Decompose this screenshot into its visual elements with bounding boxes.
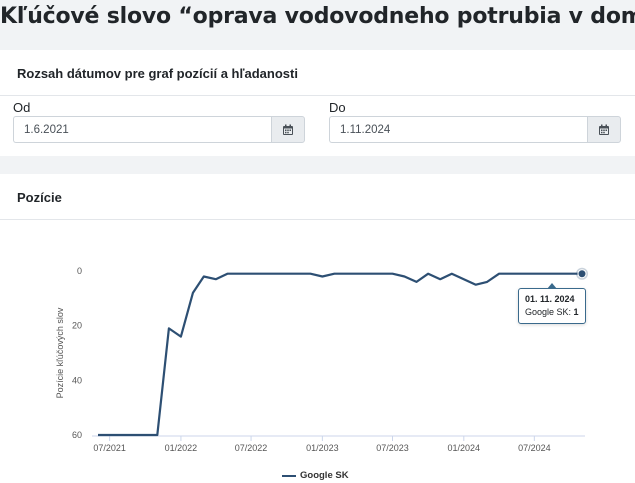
from-date-group [13,116,305,143]
series-line-google-sk [98,272,582,437]
to-calendar-button[interactable] [587,116,621,143]
y-axis-title: Pozície kľúčových slov [55,307,65,398]
x-tick-label: 07/2022 [235,443,268,453]
calendar-icon [283,124,293,135]
x-tick-label: 07/2023 [376,443,409,453]
positions-chart: 0 20 40 60 07/2021 01/2022 07/2022 01/2023 07/20… [55,266,588,453]
positions-card: Pozície 0 20 40 60 07/2021 01/2022 07/2022 01/2… [0,174,635,483]
x-tick-label: 07/2021 [93,443,126,453]
x-tick-label: 01/2024 [448,443,481,453]
page-title: Kľúčové slovo “oprava vodovodneho potrub… [0,4,635,29]
tooltip-series-label: Google SK: [525,307,572,317]
chart-tooltip: 01. 11. 2024 Google SK: 1 [518,283,586,324]
date-range-header: Rozsah dátumov pre graf pozícií a hľadan… [0,50,635,96]
x-tick-label: 07/2024 [518,443,551,453]
x-tick-label: 01/2023 [306,443,339,453]
positions-header: Pozície [0,174,635,220]
date-range-card: Rozsah dátumov pre graf pozícií a hľadan… [0,50,635,156]
from-calendar-button[interactable] [271,116,305,143]
hover-point [577,269,587,279]
to-label: Do [329,100,346,115]
x-tick-label: 01/2022 [165,443,198,453]
from-date-input[interactable] [13,116,271,143]
y-tick-label: 40 [72,375,82,385]
tooltip-value: 1 [573,307,579,317]
legend-item-google-sk[interactable]: Google SK [282,470,349,481]
to-date-group [329,116,621,143]
y-tick-label: 20 [72,321,82,331]
calendar-icon [599,124,609,135]
legend-label: Google SK [300,470,349,481]
y-tick-label: 60 [72,430,82,440]
to-date-input[interactable] [329,116,587,143]
legend-swatch [282,474,296,477]
tooltip-date: 01. 11. 2024 [525,294,575,304]
from-label: Od [13,100,31,115]
y-tick-label: 0 [77,266,82,276]
